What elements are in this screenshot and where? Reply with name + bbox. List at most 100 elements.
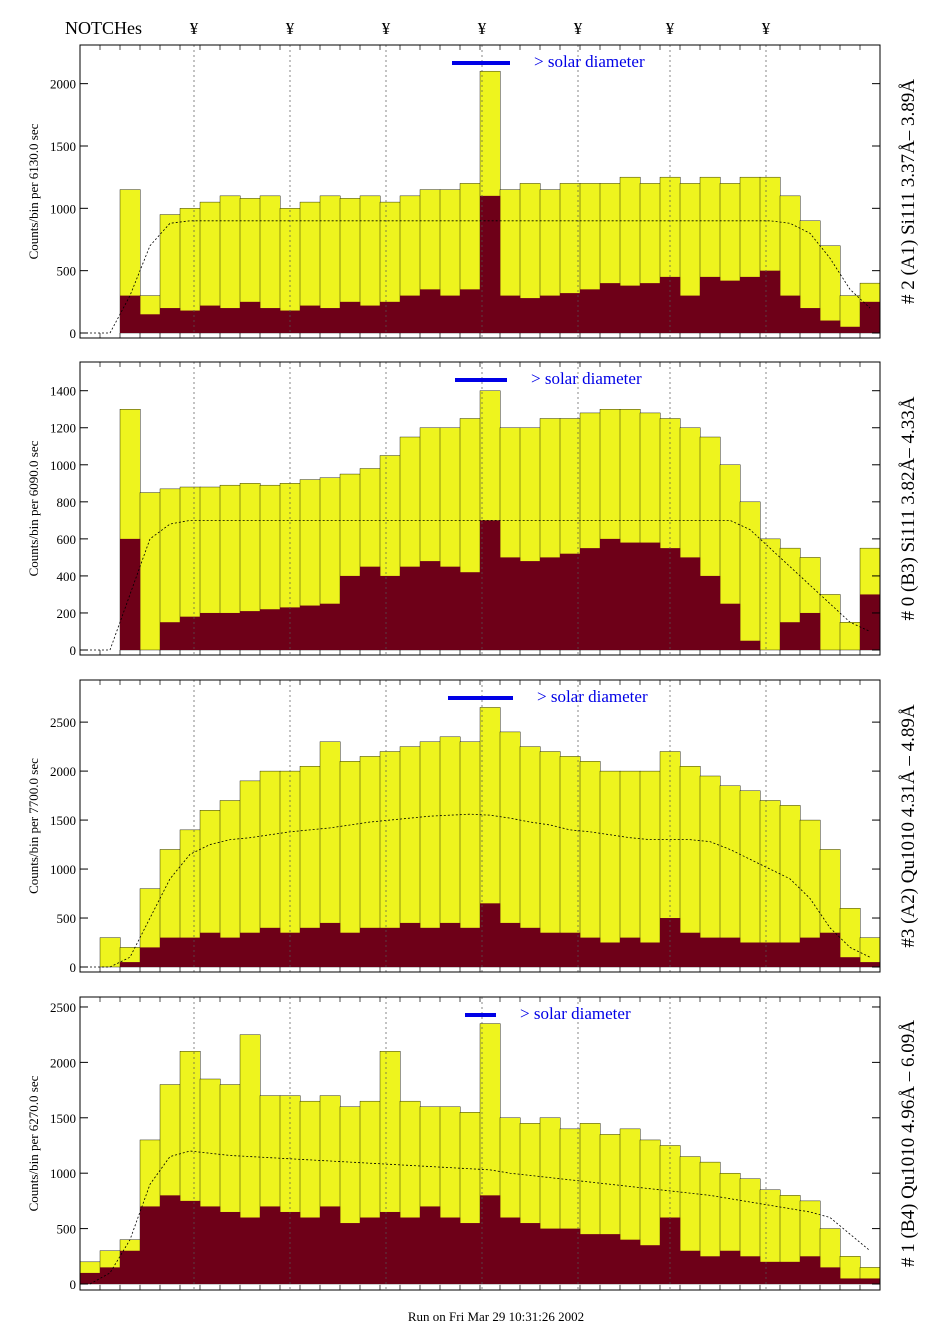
y-tick-label: 2000 bbox=[50, 77, 76, 92]
bar-filtered bbox=[280, 932, 301, 967]
bar-total bbox=[739, 501, 761, 651]
bar-filtered bbox=[440, 1217, 461, 1284]
bar-filtered bbox=[200, 612, 221, 650]
bar-filtered bbox=[100, 1267, 121, 1284]
bar-filtered bbox=[400, 566, 421, 650]
bar-filtered bbox=[300, 1217, 321, 1284]
panel-title: # 2 (A1) Si111 3.37Å– 3.89Å bbox=[898, 79, 919, 304]
bar-filtered bbox=[700, 276, 721, 333]
bar-filtered bbox=[740, 276, 761, 333]
y-tick-label: 2500 bbox=[50, 1000, 76, 1015]
bar-filtered bbox=[400, 922, 421, 967]
bar-filtered bbox=[660, 548, 681, 650]
bar-filtered bbox=[520, 298, 541, 333]
bar-filtered bbox=[640, 1245, 661, 1284]
bar-filtered bbox=[380, 1211, 401, 1284]
bar-filtered bbox=[680, 557, 701, 650]
bar-filtered bbox=[460, 927, 481, 967]
notch-icon: ¥ bbox=[574, 19, 583, 38]
y-tick-label: 1500 bbox=[50, 1111, 76, 1126]
bar-total bbox=[819, 594, 841, 651]
y-tick-label: 1000 bbox=[50, 201, 76, 216]
bar-filtered bbox=[480, 520, 501, 650]
bar-filtered bbox=[720, 1250, 741, 1284]
bar-total bbox=[759, 800, 781, 968]
bar-filtered bbox=[620, 937, 641, 967]
bar-filtered bbox=[640, 942, 661, 967]
bar-filtered bbox=[260, 308, 281, 333]
bar-filtered bbox=[800, 937, 821, 967]
bar-filtered bbox=[660, 1217, 681, 1284]
bar-filtered bbox=[360, 305, 381, 333]
notch-icon: ¥ bbox=[666, 19, 675, 38]
bar-filtered bbox=[520, 561, 541, 650]
bar-filtered bbox=[340, 1223, 361, 1284]
bar-total bbox=[599, 770, 621, 968]
notch-icon: ¥ bbox=[478, 19, 487, 38]
bar-filtered bbox=[420, 1206, 441, 1284]
bar-total bbox=[739, 790, 761, 968]
bar-filtered bbox=[200, 1206, 221, 1284]
bar-filtered bbox=[320, 922, 341, 967]
bar-filtered bbox=[640, 283, 661, 333]
notch-markers: ¥ ¥ ¥ ¥ ¥ ¥ ¥ bbox=[190, 19, 771, 38]
y-tick-label: 0 bbox=[70, 326, 77, 341]
bar-filtered bbox=[780, 1261, 801, 1284]
bar-filtered bbox=[160, 1195, 181, 1284]
notch-icon: ¥ bbox=[286, 19, 295, 38]
bar-filtered bbox=[240, 932, 261, 967]
bar-filtered bbox=[340, 575, 361, 650]
bar-filtered bbox=[120, 538, 141, 650]
bar-filtered bbox=[240, 301, 261, 333]
bar-filtered bbox=[600, 1234, 621, 1284]
bar-filtered bbox=[760, 270, 781, 333]
bar-filtered bbox=[240, 611, 261, 650]
bar-filtered bbox=[560, 932, 581, 967]
bar-filtered bbox=[300, 305, 321, 333]
bar-filtered bbox=[840, 1278, 861, 1284]
bar-filtered bbox=[820, 320, 841, 333]
bar-filtered bbox=[860, 1278, 881, 1284]
bar-filtered bbox=[440, 566, 461, 650]
y-tick-label: 500 bbox=[57, 911, 77, 926]
y-tick-label: 2500 bbox=[50, 715, 76, 730]
bar-filtered bbox=[760, 1261, 781, 1284]
bar-filtered bbox=[360, 927, 381, 967]
fit-line bbox=[89, 1150, 871, 1285]
bar-filtered bbox=[600, 283, 621, 333]
bar-filtered bbox=[460, 289, 481, 333]
bar-filtered bbox=[260, 609, 281, 650]
bar-filtered bbox=[400, 295, 421, 333]
bar-filtered bbox=[600, 942, 621, 967]
y-tick-label: 600 bbox=[57, 532, 77, 547]
bar-filtered bbox=[500, 1217, 521, 1284]
bar-filtered bbox=[720, 280, 741, 333]
footer-run-text: Run on Fri Mar 29 10:31:26 2002 bbox=[408, 1309, 584, 1324]
y-tick-label: 200 bbox=[57, 606, 77, 621]
y-tick-label: 800 bbox=[57, 495, 77, 510]
y-tick-label: 1500 bbox=[50, 139, 76, 154]
bar-total bbox=[139, 492, 161, 651]
solar-diameter-label: > solar diameter bbox=[534, 52, 645, 71]
y-tick-label: 1000 bbox=[50, 458, 76, 473]
bar-filtered bbox=[540, 932, 561, 967]
y-axis-label: Counts/bin per 6270.0 sec bbox=[26, 1075, 41, 1211]
bar-filtered bbox=[500, 922, 521, 967]
solar-diameter-bar bbox=[465, 1013, 496, 1017]
bar-filtered bbox=[820, 1267, 841, 1284]
bar-filtered bbox=[120, 962, 141, 967]
bar-filtered bbox=[340, 932, 361, 967]
bar-filtered bbox=[800, 308, 821, 333]
bar-filtered bbox=[140, 947, 161, 967]
bar-filtered bbox=[560, 553, 581, 650]
y-tick-label: 1200 bbox=[50, 421, 76, 436]
bar-filtered bbox=[260, 1206, 281, 1284]
bar-filtered bbox=[780, 622, 801, 650]
bar-filtered bbox=[180, 616, 201, 650]
bar-filtered bbox=[320, 1206, 341, 1284]
bar-filtered bbox=[420, 289, 441, 333]
bar-filtered bbox=[540, 1228, 561, 1284]
bar-filtered bbox=[740, 1256, 761, 1284]
bar-filtered bbox=[820, 932, 841, 967]
y-tick-label: 1400 bbox=[50, 384, 76, 399]
